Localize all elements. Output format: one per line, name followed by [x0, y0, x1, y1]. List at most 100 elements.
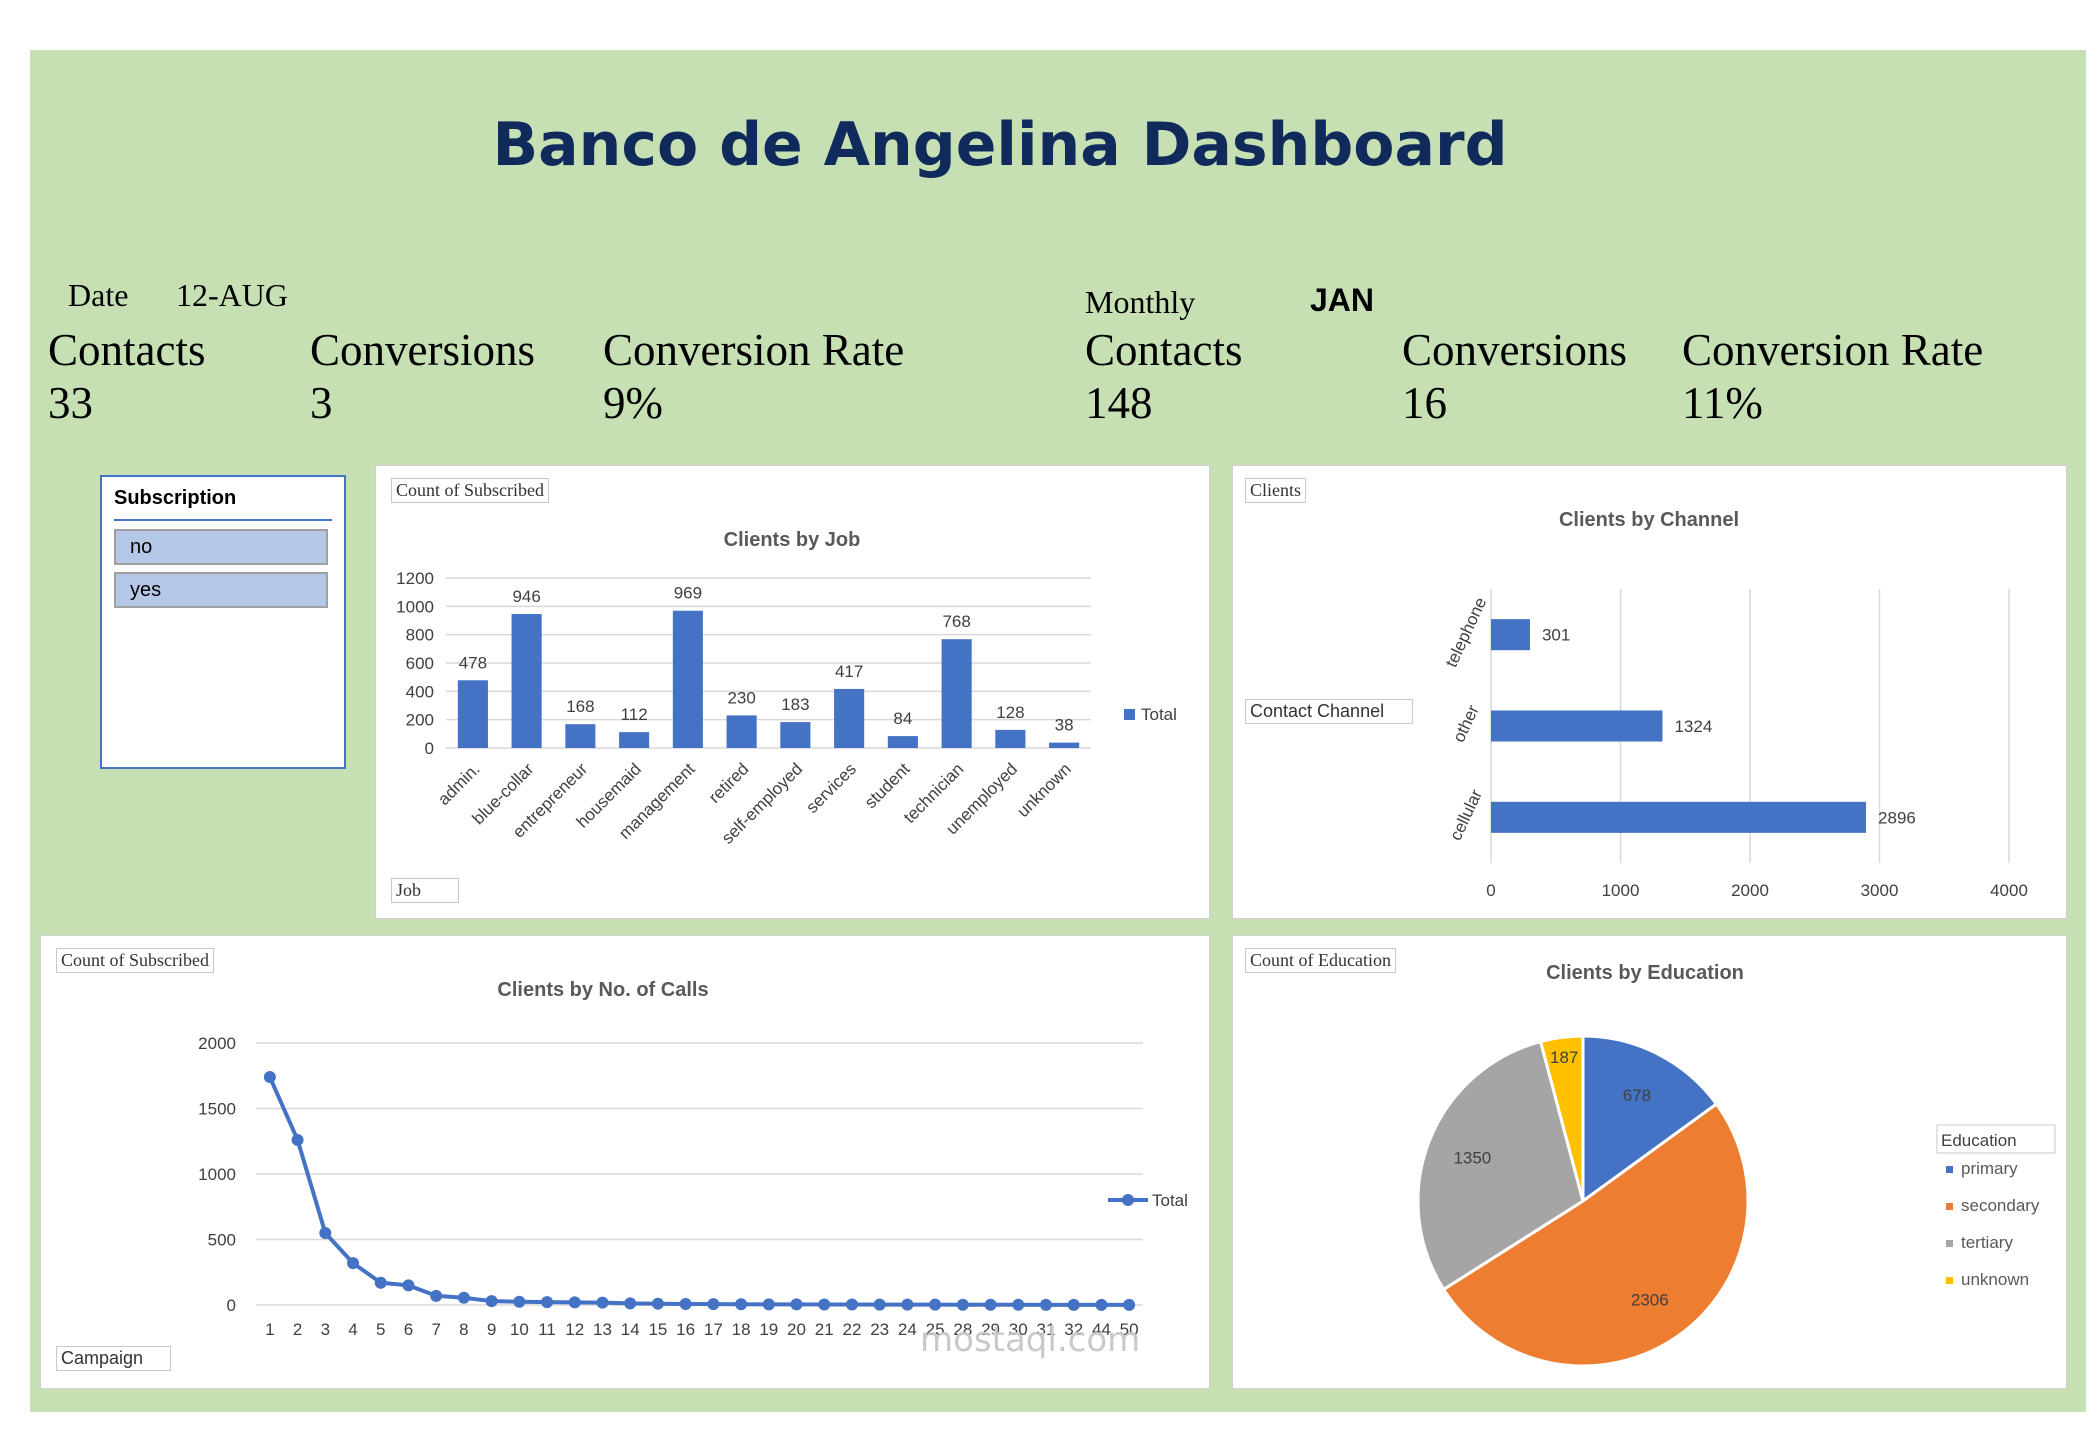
calls-point — [485, 1295, 498, 1308]
channel-chart-title: Clients by Channel — [1559, 509, 1739, 531]
job-data-label: 128 — [996, 703, 1024, 722]
education-slice — [1581, 1034, 1719, 1204]
job-bar — [565, 724, 596, 748]
channel-x-tick: 1000 — [1602, 881, 1640, 900]
job-y-tick: 0 — [425, 739, 434, 758]
calls-x-tick: 18 — [732, 1320, 751, 1339]
channel-data-label: 2896 — [1878, 808, 1916, 827]
job-y-tick: 1000 — [396, 597, 434, 616]
monthly-value: JAN — [1310, 282, 1375, 318]
job-data-label: 38 — [1055, 716, 1074, 735]
calls-point — [707, 1298, 720, 1311]
education-chart-title: Clients by Education — [1546, 962, 1744, 984]
calls-y-tick: 1500 — [198, 1100, 236, 1119]
calls-x-tick: 12 — [565, 1320, 584, 1339]
calls-point — [1123, 1298, 1136, 1311]
job-x-tick: admin. — [434, 759, 484, 809]
education-legend-label: primary — [1961, 1159, 2018, 1178]
calls-chart-title: Clients by No. of Calls — [497, 979, 708, 1001]
daily-conversions-label: Conversions — [310, 325, 535, 375]
calls-x-tick: 9 — [487, 1320, 496, 1339]
daily-contacts-label: Contacts — [48, 325, 206, 375]
job-data-label: 768 — [942, 612, 970, 631]
education-legend-title: Education — [1941, 1131, 2017, 1150]
calls-field-button[interactable]: Count of Subscribed — [56, 948, 214, 973]
job-data-label: 478 — [459, 653, 487, 672]
calls-x-tick: 4 — [348, 1320, 357, 1339]
job-bar — [1049, 742, 1080, 748]
calls-point — [402, 1279, 415, 1292]
job-bar — [995, 729, 1026, 748]
education-slice — [1416, 1039, 1585, 1292]
job-data-label: 112 — [621, 705, 648, 724]
calls-point — [291, 1133, 304, 1146]
calls-x-tick: 16 — [676, 1320, 695, 1339]
job-field-button[interactable]: Count of Subscribed — [391, 478, 549, 503]
job-data-label: 183 — [781, 695, 809, 714]
education-legend-label: tertiary — [1961, 1233, 2013, 1252]
calls-point — [1012, 1298, 1025, 1311]
calls-legend-marker — [1122, 1194, 1134, 1206]
job-x-tick: retired — [705, 759, 753, 807]
calls-x-tick: 22 — [842, 1320, 861, 1339]
calls-point — [624, 1297, 637, 1310]
calls-x-tick: 28 — [953, 1320, 972, 1339]
job-y-tick: 1200 — [396, 569, 434, 588]
job-bar — [834, 688, 865, 748]
job-bar — [941, 639, 972, 748]
calls-x-tick: 11 — [538, 1320, 556, 1339]
calls-point — [929, 1298, 942, 1311]
education-legend-title-box — [1936, 1124, 2056, 1154]
job-data-label: 168 — [566, 697, 594, 716]
job-axis-button[interactable]: Job — [391, 878, 459, 903]
calls-point — [901, 1298, 914, 1311]
monthly-rate-label: Conversion Rate — [1682, 325, 1984, 375]
education-data-label: 678 — [1623, 1086, 1651, 1105]
calls-point — [679, 1297, 692, 1310]
channel-x-tick: 4000 — [1990, 881, 2028, 900]
education-legend-swatch — [1946, 1166, 1953, 1173]
education-legend-swatch — [1946, 1277, 1953, 1284]
calls-x-tick: 7 — [431, 1320, 440, 1339]
slicer-item-no[interactable]: no — [114, 529, 328, 565]
education-slice — [1538, 1034, 1585, 1202]
calls-point — [1039, 1298, 1052, 1311]
channel-axis-button[interactable]: Contact Channel — [1245, 699, 1413, 724]
calls-x-tick: 50 — [1120, 1320, 1139, 1339]
education-legend-label: unknown — [1961, 1270, 2029, 1289]
job-y-tick: 600 — [406, 654, 434, 673]
monthly-rate-value: 11% — [1682, 378, 1763, 428]
job-chart-title: Clients by Job — [724, 529, 861, 551]
education-slice — [1441, 1101, 1750, 1368]
channel-field-button[interactable]: Clients — [1245, 478, 1307, 503]
education-field-button[interactable]: Count of Education — [1245, 948, 1396, 973]
job-bar — [511, 613, 542, 748]
calls-y-tick: 2000 — [198, 1034, 236, 1053]
channel-y-tick: other — [1449, 702, 1483, 745]
slicer-divider — [114, 519, 332, 521]
calls-x-tick: 21 — [815, 1320, 834, 1339]
daily-rate-label: Conversion Rate — [603, 325, 905, 375]
calls-point — [956, 1298, 969, 1311]
job-legend-swatch — [1124, 709, 1135, 720]
monthly-contacts-label: Contacts — [1085, 325, 1243, 375]
calls-point — [568, 1296, 581, 1309]
channel-bar — [1491, 801, 1867, 833]
calls-x-tick: 3 — [321, 1320, 330, 1339]
job-bar — [619, 732, 650, 748]
calls-point — [374, 1276, 387, 1289]
calls-point — [845, 1298, 858, 1311]
education-legend-swatch — [1946, 1240, 1953, 1247]
channel-y-tick: cellular — [1446, 786, 1486, 843]
calls-point — [735, 1298, 748, 1311]
education-data-label: 2306 — [1631, 1290, 1669, 1309]
channel-chart-panel: Clients Contact Channel Clients by Chann… — [1232, 465, 2067, 919]
slicer-item-yes[interactable]: yes — [114, 572, 328, 608]
calls-axis-button[interactable]: Campaign — [56, 1346, 171, 1371]
calls-point — [347, 1257, 360, 1270]
calls-point — [596, 1296, 609, 1309]
calls-x-tick: 25 — [926, 1320, 945, 1339]
calls-series-line — [268, 1076, 1130, 1307]
job-x-tick: student — [861, 759, 914, 812]
date-label: Date — [68, 277, 129, 313]
